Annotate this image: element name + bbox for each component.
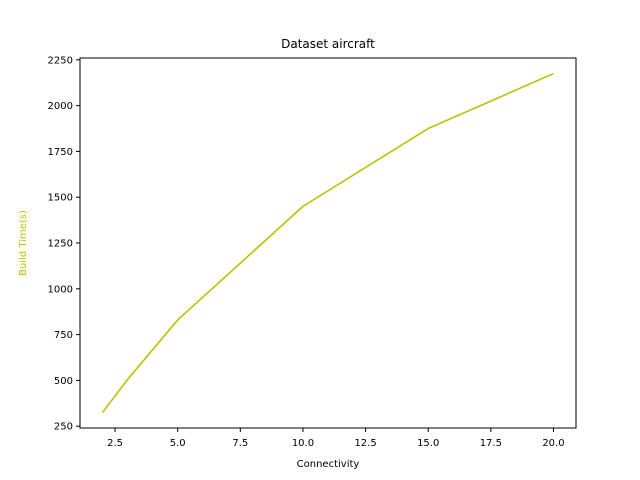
- y-tick-label: 500: [54, 376, 73, 387]
- y-tick-label: 1750: [48, 147, 73, 158]
- y-tick-label: 2000: [48, 101, 73, 112]
- x-tick-label: 15.0: [417, 438, 439, 449]
- plot-background: [80, 58, 576, 428]
- y-tick-label: 1250: [48, 239, 73, 250]
- y-tick-label: 1000: [48, 284, 73, 295]
- x-axis-label: Connectivity: [297, 459, 360, 470]
- x-tick-label: 2.5: [107, 438, 123, 449]
- y-tick-label: 250: [54, 422, 73, 433]
- x-tick-label: 5.0: [170, 438, 186, 449]
- chart-title: Dataset aircraft: [281, 37, 375, 51]
- y-axis-ticks: 250 500 750 1000 1250 1500 1750 2000 2250: [48, 55, 80, 433]
- series-line: [101, 72, 554, 413]
- y-tick-label: 1500: [48, 193, 73, 204]
- y-axis-label: Build Time(s): [18, 210, 29, 276]
- series-layer: [101, 72, 554, 413]
- x-axis-ticks: 2.5 5.0 7.5 10.0 12.5 15.0 17.5 20.0: [107, 428, 565, 449]
- x-tick-label: 20.0: [542, 438, 564, 449]
- y-tick-label: 750: [54, 330, 73, 341]
- y-tick-label: 2250: [48, 55, 73, 66]
- x-tick-label: 17.5: [480, 438, 502, 449]
- x-tick-label: 12.5: [354, 438, 376, 449]
- x-tick-label: 10.0: [292, 438, 314, 449]
- x-tick-label: 7.5: [232, 438, 248, 449]
